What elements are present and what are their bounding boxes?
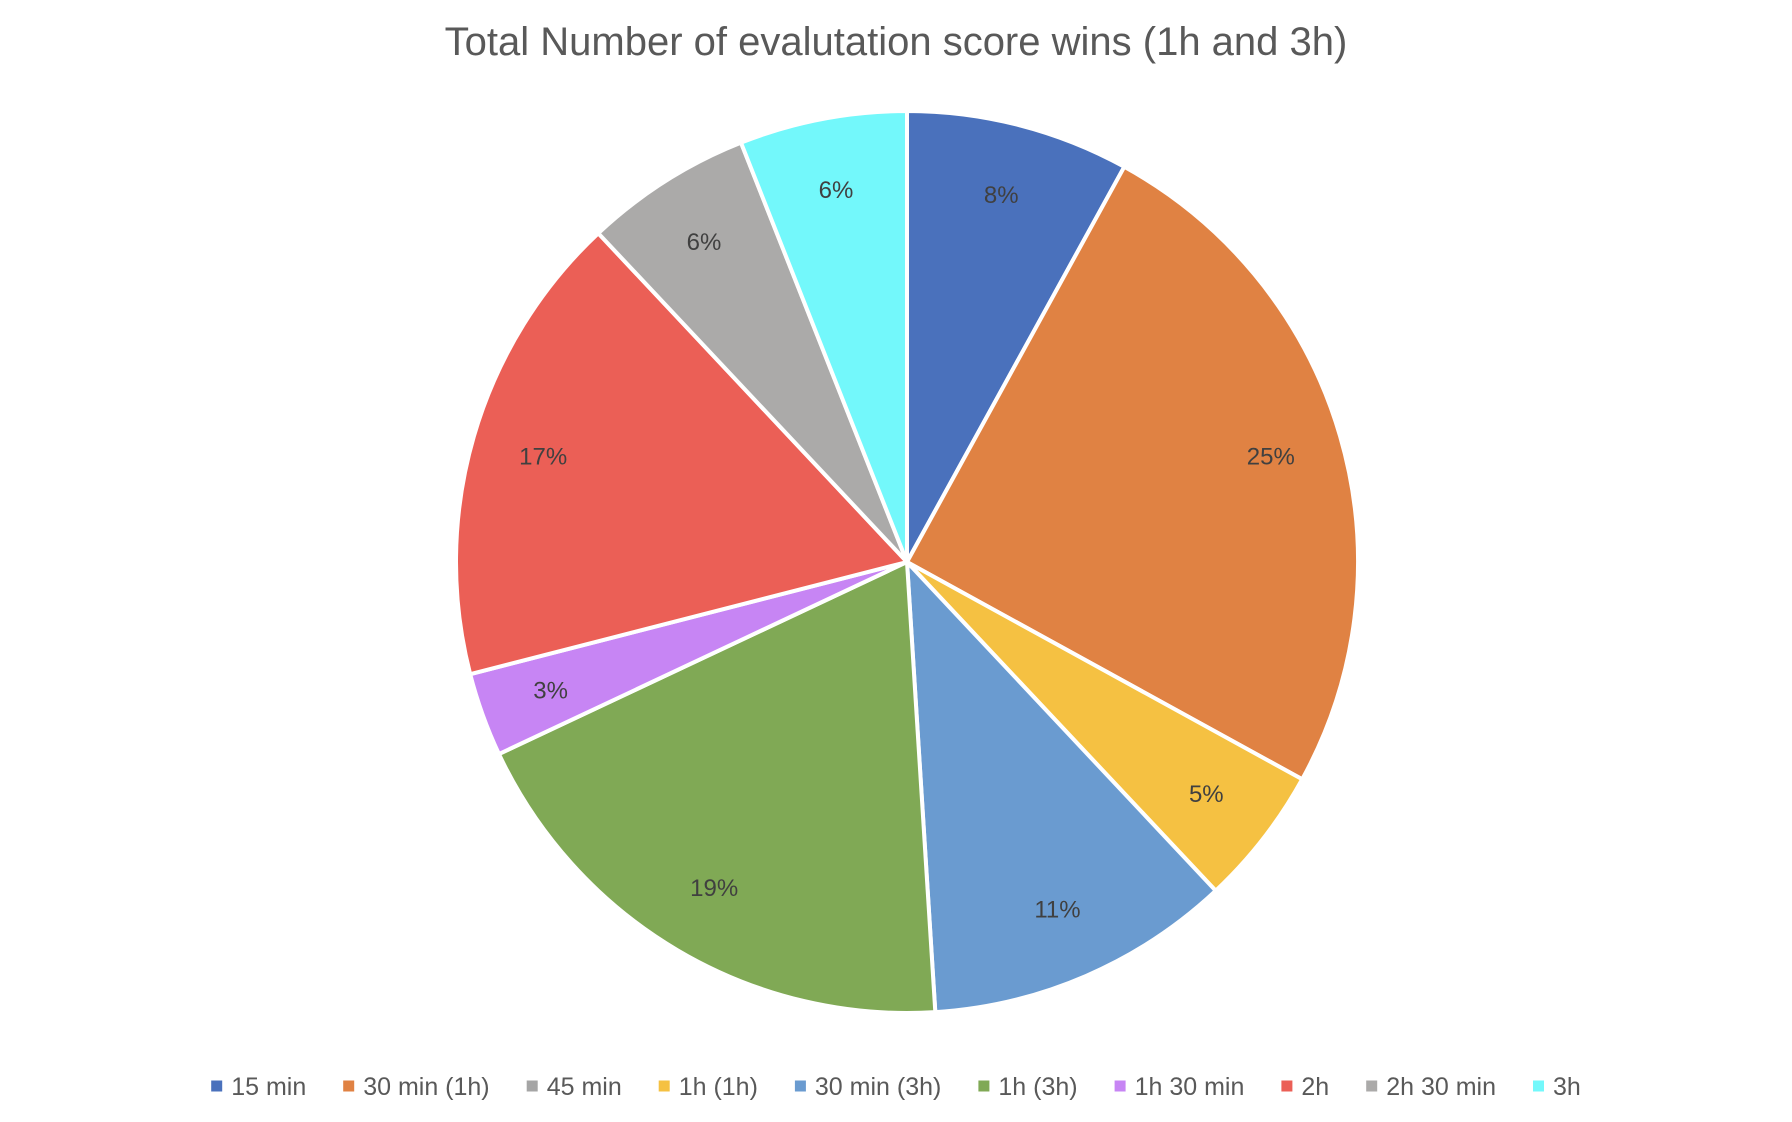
legend-item-30-min-1h: 30 min (1h) xyxy=(343,1073,490,1101)
legend-label-1h-1h: 1h (1h) xyxy=(679,1073,758,1101)
legend-item-15-min: 15 min xyxy=(211,1073,306,1101)
legend-label-2h-30-min: 2h 30 min xyxy=(1386,1073,1496,1101)
legend-marker-2h xyxy=(1281,1080,1293,1092)
data-label-15-min: 8% xyxy=(984,182,1019,209)
data-label-1h-1h: 5% xyxy=(1189,781,1224,808)
legend-label-30-min-3h: 30 min (3h) xyxy=(815,1073,941,1101)
chart-title: Total Number of evalutation score wins (… xyxy=(445,20,1348,64)
legend-item-1h-3h: 1h (3h) xyxy=(978,1073,1078,1101)
pie-slice-3h xyxy=(738,109,909,564)
legend-marker-15-min xyxy=(211,1080,223,1092)
pie-slice-2h-30-min xyxy=(596,140,909,564)
pie-slice-30-min-3h xyxy=(905,560,1218,1015)
pie-slice-1h-1h xyxy=(905,560,1305,893)
legend-item-2h-30-min: 2h 30 min xyxy=(1366,1073,1496,1101)
legend-label-3h: 3h xyxy=(1553,1073,1581,1101)
data-label-1h-30-min: 3% xyxy=(533,677,568,704)
legend-item-30-min-3h: 30 min (3h) xyxy=(794,1073,941,1101)
legend-marker-30-min-3h xyxy=(794,1080,806,1092)
data-labels: 8% 25% 5% 11% 19% 3% 17% 6% 6% xyxy=(519,177,1295,924)
data-label-2h-30-min: 6% xyxy=(687,229,722,256)
legend-marker-30-min-1h xyxy=(343,1080,355,1092)
legend-marker-1h-3h xyxy=(978,1080,990,1092)
legend-label-30-min-1h: 30 min (1h) xyxy=(363,1073,489,1101)
legend-item-45-min: 45 min xyxy=(526,1073,622,1101)
pie-slices xyxy=(454,109,1360,1015)
legend-item-1h-30-min: 1h 30 min xyxy=(1114,1073,1245,1101)
legend-marker-1h-1h xyxy=(658,1080,670,1092)
pie-slice-2h xyxy=(454,231,909,677)
pie-slice-30-min-1h xyxy=(905,164,1360,782)
data-label-1h-3h: 19% xyxy=(690,875,738,902)
legend-label-1h-30-min: 1h 30 min xyxy=(1135,1073,1245,1101)
legend-item-3h: 3h xyxy=(1533,1073,1581,1101)
data-label-30-min-1h: 25% xyxy=(1247,443,1295,470)
legend-marker-45-min xyxy=(526,1080,538,1092)
legend-item-1h-1h: 1h (1h) xyxy=(658,1073,758,1101)
legend-label-45-min: 45 min xyxy=(547,1073,622,1101)
data-label-2h: 17% xyxy=(519,443,567,470)
data-label-30-min-3h: 11% xyxy=(1034,897,1080,924)
legend-marker-2h-30-min xyxy=(1366,1080,1378,1092)
legend-marker-3h xyxy=(1533,1080,1544,1092)
legend: 15 min 30 min (1h) 45 min 1h (1h) 30 min (3h… xyxy=(211,1073,1581,1101)
legend-label-1h-3h: 1h (3h) xyxy=(998,1073,1077,1101)
pie-slice-15-min xyxy=(905,109,1127,564)
legend-label-2h: 2h xyxy=(1301,1073,1329,1101)
pie-slice-1h-3h xyxy=(496,560,938,1015)
data-label-3h: 6% xyxy=(819,177,854,204)
legend-item-2h: 2h xyxy=(1281,1073,1329,1101)
legend-label-15-min: 15 min xyxy=(231,1073,306,1101)
legend-marker-1h-30-min xyxy=(1114,1080,1126,1092)
